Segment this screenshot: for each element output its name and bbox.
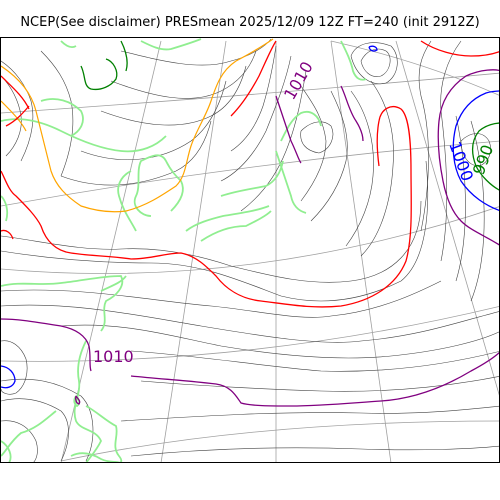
latitude-line [1,206,499,274]
contour-labels: 1010 1010 1000 990 [93,58,497,366]
pressure-map: 1010 1010 1000 990 [0,37,500,463]
latitude-line [1,72,499,114]
graticule [1,40,499,462]
latitude-line [1,306,499,362]
isobar-1020 [1,40,499,308]
isobar-990 [80,40,499,191]
latitude-line [1,140,499,207]
longitude-line [395,40,499,396]
contour-label-1010: 1010 [280,58,317,103]
isobar-1010 [1,69,499,407]
contour-label-1010: 1010 [93,347,134,366]
thin-isobars [1,38,499,462]
isobar-1000 [1,45,499,389]
coastlines [1,38,367,462]
latitude-line [60,420,499,462]
latitude-line [330,40,499,96]
longitude-line [330,40,392,462]
map-title: NCEP(See disclaimer) PRESmean 2025/12/09… [20,15,480,30]
longitude-line [160,40,227,462]
isobar-orange [1,38,274,213]
